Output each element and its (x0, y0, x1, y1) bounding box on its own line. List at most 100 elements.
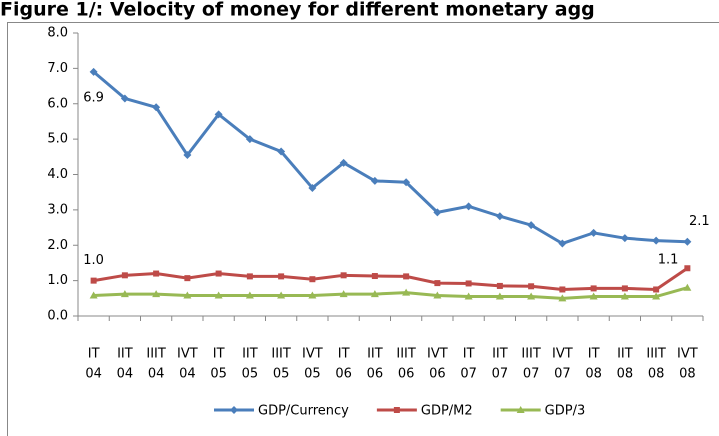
x-tick-label: 07 (523, 367, 540, 382)
marker (393, 407, 400, 413)
marker (558, 239, 567, 248)
x-tick-label: 05 (210, 367, 227, 382)
marker (152, 290, 161, 298)
marker (245, 135, 254, 144)
marker (183, 151, 192, 160)
marker (433, 208, 442, 217)
marker (245, 291, 254, 299)
data-label: 2.1 (689, 214, 710, 229)
y-tick-label: 3.0 (47, 202, 68, 217)
y-tick-label: 2.0 (47, 238, 68, 253)
y-tick-label: 0.0 (47, 309, 68, 324)
marker (90, 277, 97, 284)
marker (340, 272, 347, 279)
x-tick-label: IVT (177, 347, 198, 362)
marker (653, 286, 660, 293)
legend-label: GDP/Currency (258, 404, 349, 419)
series-line (93, 267, 689, 291)
x-tick-label: IIT (242, 347, 258, 362)
marker (370, 176, 379, 185)
chart-title: Figure 1/: Velocity of money for differe… (0, 0, 595, 21)
x-tick-label: IIIT (271, 347, 291, 362)
marker (308, 183, 317, 192)
marker (214, 110, 223, 119)
marker (230, 406, 238, 414)
marker (589, 228, 598, 237)
data-label: 1.0 (83, 253, 104, 268)
marker (590, 285, 597, 292)
marker (589, 292, 598, 300)
marker (496, 282, 503, 289)
marker (402, 288, 411, 296)
marker (214, 291, 223, 299)
x-tick-label: 07 (554, 367, 571, 382)
x-tick-label: IVT (677, 347, 698, 362)
marker (277, 291, 286, 299)
x-tick-label: 05 (304, 367, 321, 382)
x-tick-label: 04 (117, 367, 134, 382)
legend-label: GDP/3 (545, 404, 586, 419)
y-tick-label: 5.0 (47, 132, 68, 147)
y-tick-label: 8.0 (47, 26, 68, 41)
marker (278, 273, 285, 280)
marker (308, 291, 317, 299)
marker (403, 273, 410, 280)
x-tick-label: 06 (429, 367, 446, 382)
marker (620, 234, 629, 243)
x-tick-label: IIT (492, 347, 508, 362)
marker (495, 212, 504, 221)
x-tick-label: 04 (179, 367, 196, 382)
marker (215, 270, 222, 277)
marker (559, 286, 566, 293)
marker (652, 236, 661, 245)
marker (120, 290, 129, 298)
x-tick-label: 08 (585, 367, 602, 382)
marker (339, 158, 348, 167)
x-tick-label: IIT (617, 347, 633, 362)
marker (516, 406, 525, 413)
x-tick-label: IVT (302, 347, 323, 362)
marker (339, 290, 348, 298)
x-tick-label: 06 (367, 367, 384, 382)
x-tick-label: IVT (552, 347, 573, 362)
marker (683, 237, 692, 246)
series-line (92, 70, 688, 246)
x-tick-label: IT (588, 347, 600, 362)
marker (309, 276, 316, 283)
marker (153, 270, 160, 277)
annotation: 1.1 (658, 253, 679, 268)
x-tick-label: IIIT (646, 347, 666, 362)
x-tick-label: 08 (617, 367, 634, 382)
marker (434, 280, 441, 287)
y-tick-label: 6.0 (47, 96, 68, 111)
marker (184, 275, 191, 282)
marker (527, 292, 536, 300)
marker (464, 202, 473, 211)
marker (89, 291, 98, 299)
marker (684, 265, 691, 272)
x-tick-label: IIT (117, 347, 133, 362)
marker (683, 283, 692, 291)
marker (121, 272, 128, 279)
x-tick-label: IT (88, 347, 100, 362)
marker (464, 292, 473, 300)
x-tick-label: 06 (335, 367, 352, 382)
marker (528, 283, 535, 290)
x-tick-label: 08 (648, 367, 665, 382)
x-tick-label: 04 (85, 367, 102, 382)
marker (652, 292, 661, 300)
x-tick-label: 05 (273, 367, 290, 382)
x-tick-label: IT (338, 347, 350, 362)
marker (527, 221, 536, 230)
y-tick-label: 4.0 (47, 167, 68, 182)
marker (89, 67, 98, 76)
x-tick-label: 07 (492, 367, 509, 382)
x-tick-label: IIIT (521, 347, 541, 362)
marker (183, 291, 192, 299)
y-tick-label: 1.0 (47, 273, 68, 288)
marker (152, 103, 161, 112)
legend-label: GDP/M2 (421, 404, 473, 419)
x-tick-label: IT (213, 347, 225, 362)
